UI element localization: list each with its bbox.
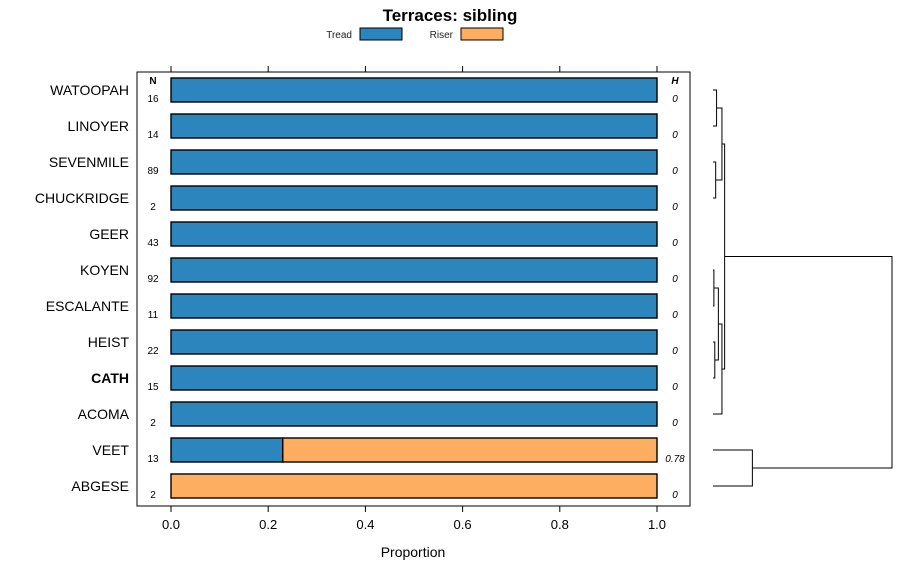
n-value: 15 (147, 382, 159, 393)
x-tick-label: 0.6 (454, 517, 472, 532)
row-label: LINOYER (68, 118, 129, 134)
row-label: CATH (91, 370, 129, 386)
row-cath: CATH 15 0 (91, 365, 678, 393)
row-label: VEET (92, 442, 129, 458)
tread-bar (170, 221, 658, 247)
tread-bar (170, 365, 658, 391)
row-label: GEER (89, 226, 129, 242)
legend: Tread Riser (326, 27, 504, 41)
dendrogram-link (713, 269, 715, 307)
n-value: 92 (147, 274, 159, 285)
n-column-header: N (149, 76, 156, 87)
x-axis-title: Proportion (381, 544, 446, 560)
h-value: 0 (672, 274, 678, 285)
plot-panel (136, 71, 691, 507)
h-value: 0 (672, 418, 678, 429)
dendrogram-link (724, 256, 893, 469)
row-chuckridge: CHUCKRIDGE 2 0 (35, 185, 678, 213)
n-value: 14 (147, 130, 159, 141)
h-column-header: H (671, 76, 679, 87)
tread-bar (170, 293, 658, 319)
row-label: CHUCKRIDGE (35, 190, 129, 206)
n-value: 43 (147, 238, 159, 249)
legend-swatch-tread (359, 27, 403, 41)
row-linoyer: LINOYER 14 0 (68, 113, 678, 141)
n-value: 16 (147, 94, 159, 105)
tread-bar (170, 329, 658, 355)
n-value: 11 (148, 310, 159, 321)
row-label: ABGESE (71, 478, 129, 494)
h-value: 0 (672, 130, 678, 141)
n-value: 2 (150, 418, 156, 429)
h-value: 0 (672, 166, 678, 177)
tread-bar (170, 437, 284, 463)
tread-bar (170, 401, 658, 427)
chart-title: Terraces: sibling (383, 6, 518, 25)
legend-swatch-riser (460, 27, 504, 41)
dendrogram (713, 89, 893, 487)
legend-label-tread: Tread (326, 30, 352, 41)
row-label: ESCALANTE (46, 298, 129, 314)
h-value: 0 (672, 202, 678, 213)
tread-bar (170, 113, 658, 139)
h-value: 0 (672, 238, 678, 249)
row-label: ACOMA (78, 406, 130, 422)
x-tick-label: 1.0 (648, 517, 666, 532)
row-heist: HEIST 22 0 (88, 329, 678, 357)
h-value: 0 (672, 346, 678, 357)
dendrogram-link (713, 89, 718, 127)
tread-bar (170, 257, 658, 283)
n-value: 2 (150, 490, 156, 501)
x-tick-label: 0.4 (356, 517, 374, 532)
x-tick-label: 0.2 (259, 517, 277, 532)
n-value: 2 (150, 202, 156, 213)
row-watoopah: WATOOPAH 16 0 (50, 77, 678, 105)
row-label: KOYEN (80, 262, 129, 278)
row-koyen: KOYEN 92 0 (80, 257, 678, 285)
tread-bar (170, 185, 658, 211)
n-value: 22 (147, 346, 159, 357)
riser-bar (170, 473, 658, 499)
h-value: 0 (672, 382, 678, 393)
row-label: SEVENMILE (49, 154, 129, 170)
riser-bar (282, 437, 658, 463)
bottom-axis: 0.0 0.2 0.4 0.6 0.8 1.0 (162, 506, 666, 532)
tread-bar (170, 77, 658, 103)
x-tick-label: 0.0 (162, 517, 180, 532)
row-label: WATOOPAH (50, 82, 129, 98)
h-value: 0.78 (665, 454, 685, 465)
dendrogram-link (713, 161, 717, 199)
h-value: 0 (672, 490, 678, 501)
h-value: 0 (672, 94, 678, 105)
n-value: 13 (147, 454, 159, 465)
h-value: 0 (672, 310, 678, 321)
dendrogram-link (713, 341, 716, 379)
x-tick-label: 0.8 (551, 517, 569, 532)
n-value: 89 (147, 166, 159, 177)
row-label: HEIST (88, 334, 130, 350)
row-escalante: ESCALANTE 11 0 (46, 293, 678, 321)
tread-bar (170, 149, 658, 175)
row-acoma: ACOMA 2 0 (78, 401, 678, 429)
row-abgese: ABGESE 2 0 (71, 473, 678, 501)
top-axis-ticks (170, 66, 658, 72)
row-veet: VEET 13 0.78 (92, 437, 685, 465)
row-geer: GEER 43 0 (89, 221, 678, 249)
legend-label-riser: Riser (430, 30, 454, 41)
dendrogram-link (713, 449, 753, 487)
row-sevenmile: SEVENMILE 89 0 (49, 149, 678, 177)
